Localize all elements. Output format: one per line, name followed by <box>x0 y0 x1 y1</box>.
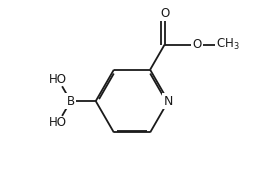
Text: HO: HO <box>49 116 67 129</box>
Text: N: N <box>164 95 173 108</box>
Text: O: O <box>160 7 169 20</box>
Text: CH$_3$: CH$_3$ <box>216 37 239 52</box>
Text: HO: HO <box>49 73 67 86</box>
Text: B: B <box>67 95 75 108</box>
Text: O: O <box>192 38 201 51</box>
